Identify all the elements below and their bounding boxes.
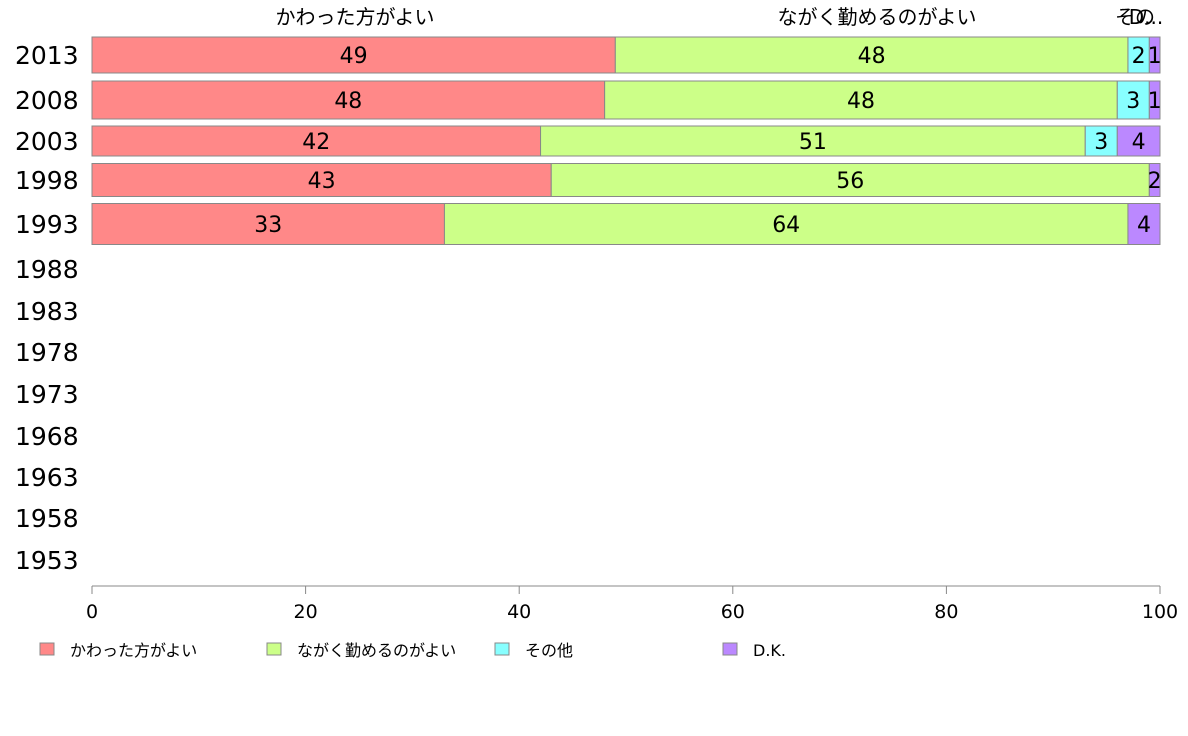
legend-label: かわった方がよい (70, 641, 197, 660)
year-label: 1958 (15, 504, 79, 533)
bar-value-label: 2 (1132, 44, 1146, 69)
bar-value-label: 56 (836, 169, 864, 194)
bar-segment (1116, 80, 1150, 120)
bar-value-label: 1 (1148, 44, 1162, 69)
year-label: 1963 (15, 463, 79, 492)
year-label: 1998 (15, 166, 79, 195)
bar-value-label: 1 (1148, 89, 1162, 114)
bar-value-label: 48 (847, 89, 875, 114)
bar-value-label: 3 (1126, 89, 1140, 114)
year-label: 1993 (15, 210, 79, 239)
bar-value-label: 4 (1137, 213, 1151, 238)
segment-header-label: かわった方がよい (276, 5, 435, 29)
bar-segment (1148, 163, 1161, 197)
segment-header-label: その (1115, 5, 1155, 29)
bar-segment (443, 203, 1129, 245)
bar-segment (91, 36, 616, 74)
segment-header-label: ながく勤めるのがよい (778, 5, 977, 29)
bar-segment (91, 203, 445, 245)
x-tick-label: 0 (86, 601, 98, 623)
bar-segment (91, 80, 606, 120)
bar-value-label: 64 (772, 213, 800, 238)
bar-value-label: 51 (799, 130, 827, 155)
year-label: 1953 (15, 546, 79, 575)
legend-swatch (39, 642, 55, 656)
x-tick-label: 100 (1142, 601, 1178, 623)
year-label: 1983 (15, 297, 79, 326)
bar-segment (91, 163, 552, 197)
legend-label: ながく勤めるのがよい (297, 641, 456, 660)
year-label: 1973 (15, 380, 79, 409)
bar-value-label: 2 (1148, 169, 1162, 194)
legend-swatch (266, 642, 282, 656)
legend-label: D.K. (753, 641, 786, 660)
x-tick-label: 40 (507, 601, 531, 623)
bar-value-label: 49 (340, 44, 368, 69)
bar-segment (1148, 80, 1161, 120)
bar-segment (614, 36, 1129, 74)
bar-value-label: 33 (254, 213, 282, 238)
year-label: 2008 (15, 86, 79, 115)
x-tick-label: 20 (294, 601, 318, 623)
legend-label: その他 (525, 641, 573, 660)
x-tick-label: 80 (934, 601, 958, 623)
bar-segment (1148, 36, 1161, 74)
year-label: 2013 (15, 41, 79, 70)
year-label: 2003 (15, 127, 79, 156)
legend-swatch (494, 642, 510, 656)
bar-value-label: 3 (1094, 130, 1108, 155)
bar-value-label: 4 (1132, 130, 1146, 155)
year-label: 1968 (15, 422, 79, 451)
year-label: 1988 (15, 255, 79, 284)
bar-value-label: 48 (858, 44, 886, 69)
bar-value-label: 42 (302, 130, 330, 155)
year-label: 1978 (15, 338, 79, 367)
bar-segment (1116, 125, 1161, 157)
bar-value-label: 43 (308, 169, 336, 194)
x-tick-label: 60 (721, 601, 745, 623)
segment-header-label: D... (1129, 5, 1163, 29)
bar-segment (1127, 203, 1161, 245)
bar-segment (1084, 125, 1118, 157)
bar-value-label: 48 (334, 89, 362, 114)
bar-segment (604, 80, 1118, 120)
bar-segment (91, 125, 542, 157)
legend-swatch (722, 642, 738, 656)
